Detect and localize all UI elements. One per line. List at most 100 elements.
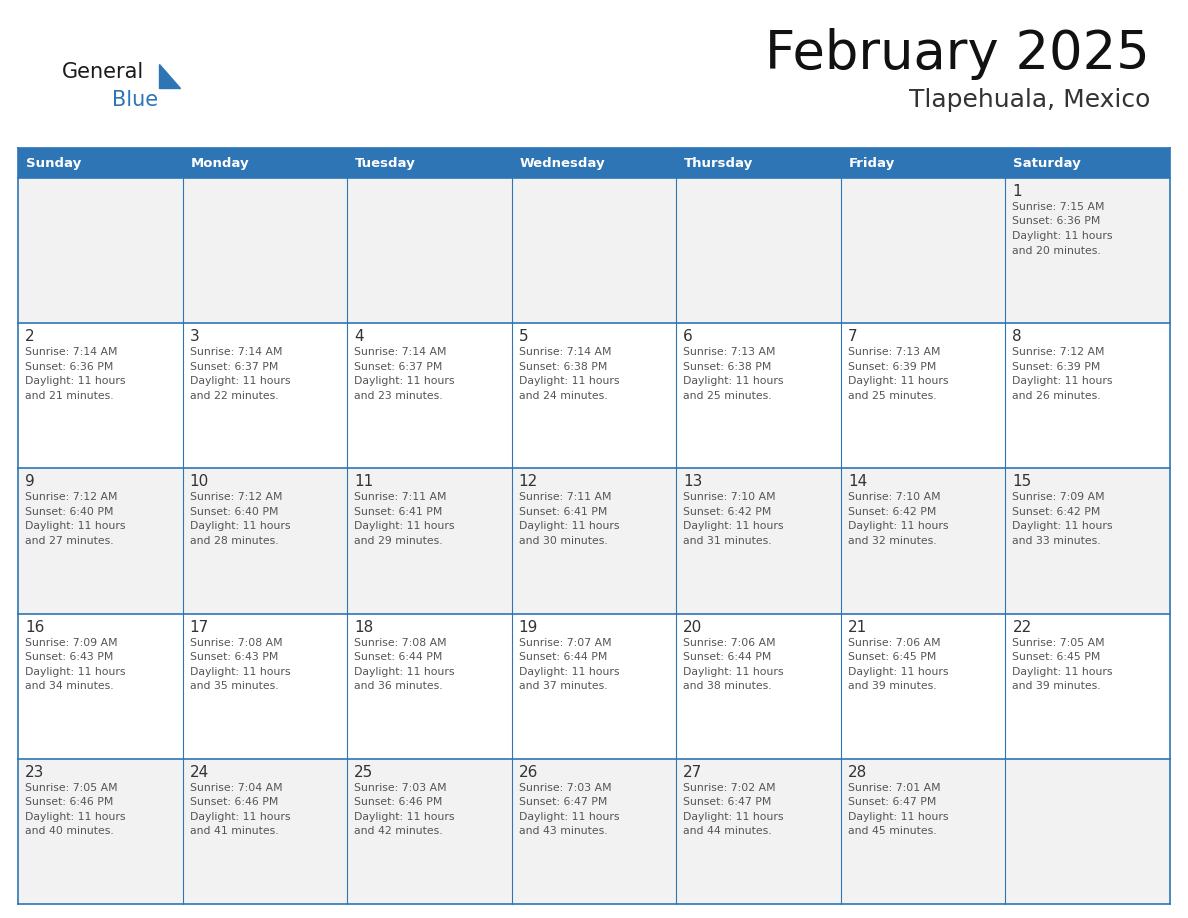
Text: Daylight: 11 hours: Daylight: 11 hours (519, 521, 619, 532)
Text: Sunset: 6:43 PM: Sunset: 6:43 PM (25, 652, 113, 662)
Text: Sunset: 6:44 PM: Sunset: 6:44 PM (683, 652, 772, 662)
Text: and 40 minutes.: and 40 minutes. (25, 826, 114, 836)
Text: and 33 minutes.: and 33 minutes. (1012, 536, 1101, 546)
Text: Sunset: 6:46 PM: Sunset: 6:46 PM (25, 798, 113, 807)
Text: 17: 17 (190, 620, 209, 634)
Text: Daylight: 11 hours: Daylight: 11 hours (190, 376, 290, 386)
Text: Sunset: 6:45 PM: Sunset: 6:45 PM (1012, 652, 1101, 662)
Text: Tlapehuala, Mexico: Tlapehuala, Mexico (909, 88, 1150, 112)
Text: 14: 14 (848, 475, 867, 489)
Text: and 45 minutes.: and 45 minutes. (848, 826, 936, 836)
Text: 15: 15 (1012, 475, 1031, 489)
Text: Daylight: 11 hours: Daylight: 11 hours (848, 812, 948, 822)
Text: 21: 21 (848, 620, 867, 634)
Text: 27: 27 (683, 765, 702, 779)
Text: and 31 minutes.: and 31 minutes. (683, 536, 772, 546)
Text: February 2025: February 2025 (765, 28, 1150, 80)
Text: and 37 minutes.: and 37 minutes. (519, 681, 607, 691)
Text: Sunset: 6:42 PM: Sunset: 6:42 PM (683, 507, 772, 517)
Text: and 23 minutes.: and 23 minutes. (354, 391, 443, 400)
Text: and 44 minutes.: and 44 minutes. (683, 826, 772, 836)
Text: and 27 minutes.: and 27 minutes. (25, 536, 114, 546)
Text: Monday: Monday (190, 156, 249, 170)
Text: Tuesday: Tuesday (355, 156, 416, 170)
Text: Daylight: 11 hours: Daylight: 11 hours (190, 666, 290, 677)
Bar (347, 148, 512, 178)
Text: Sunrise: 7:09 AM: Sunrise: 7:09 AM (1012, 492, 1105, 502)
Text: 8: 8 (1012, 330, 1022, 344)
Text: Sunrise: 7:11 AM: Sunrise: 7:11 AM (354, 492, 447, 502)
Text: 10: 10 (190, 475, 209, 489)
Text: Daylight: 11 hours: Daylight: 11 hours (1012, 666, 1113, 677)
Text: Sunrise: 7:14 AM: Sunrise: 7:14 AM (190, 347, 282, 357)
Text: Sunset: 6:47 PM: Sunset: 6:47 PM (683, 798, 772, 807)
Text: Daylight: 11 hours: Daylight: 11 hours (848, 521, 948, 532)
Text: 12: 12 (519, 475, 538, 489)
Text: Daylight: 11 hours: Daylight: 11 hours (683, 666, 784, 677)
Text: Sunrise: 7:14 AM: Sunrise: 7:14 AM (25, 347, 118, 357)
Text: Sunset: 6:40 PM: Sunset: 6:40 PM (190, 507, 278, 517)
Text: Daylight: 11 hours: Daylight: 11 hours (190, 812, 290, 822)
Text: Daylight: 11 hours: Daylight: 11 hours (354, 521, 455, 532)
Text: Sunset: 6:41 PM: Sunset: 6:41 PM (519, 507, 607, 517)
Text: Sunset: 6:47 PM: Sunset: 6:47 PM (519, 798, 607, 807)
Text: Sunrise: 7:13 AM: Sunrise: 7:13 AM (683, 347, 776, 357)
Text: Sunset: 6:37 PM: Sunset: 6:37 PM (354, 362, 442, 372)
Text: Daylight: 11 hours: Daylight: 11 hours (25, 666, 126, 677)
Text: Thursday: Thursday (684, 156, 753, 170)
Text: and 34 minutes.: and 34 minutes. (25, 681, 114, 691)
Text: Daylight: 11 hours: Daylight: 11 hours (683, 376, 784, 386)
Text: and 30 minutes.: and 30 minutes. (519, 536, 607, 546)
Text: and 42 minutes.: and 42 minutes. (354, 826, 443, 836)
Text: Sunset: 6:44 PM: Sunset: 6:44 PM (354, 652, 442, 662)
Text: Daylight: 11 hours: Daylight: 11 hours (848, 376, 948, 386)
Bar (18, 178, 1170, 323)
Bar (18, 613, 1170, 759)
Text: and 39 minutes.: and 39 minutes. (848, 681, 936, 691)
Text: Daylight: 11 hours: Daylight: 11 hours (519, 376, 619, 386)
Text: Sunset: 6:39 PM: Sunset: 6:39 PM (1012, 362, 1101, 372)
Text: 2: 2 (25, 330, 34, 344)
Text: 3: 3 (190, 330, 200, 344)
Text: 26: 26 (519, 765, 538, 779)
Text: Daylight: 11 hours: Daylight: 11 hours (190, 521, 290, 532)
Text: and 35 minutes.: and 35 minutes. (190, 681, 278, 691)
Bar (1005, 148, 1170, 178)
Polygon shape (159, 64, 181, 88)
Text: Sunrise: 7:14 AM: Sunrise: 7:14 AM (519, 347, 611, 357)
Text: 16: 16 (25, 620, 44, 634)
Text: Sunrise: 7:15 AM: Sunrise: 7:15 AM (1012, 202, 1105, 212)
Bar (676, 148, 841, 178)
Text: 6: 6 (683, 330, 693, 344)
Text: Sunrise: 7:05 AM: Sunrise: 7:05 AM (25, 783, 118, 793)
Text: 5: 5 (519, 330, 529, 344)
Text: Sunrise: 7:03 AM: Sunrise: 7:03 AM (354, 783, 447, 793)
Bar (18, 759, 1170, 904)
Text: Sunset: 6:39 PM: Sunset: 6:39 PM (848, 362, 936, 372)
Text: Daylight: 11 hours: Daylight: 11 hours (1012, 231, 1113, 241)
Text: and 38 minutes.: and 38 minutes. (683, 681, 772, 691)
Text: 4: 4 (354, 330, 364, 344)
Text: Daylight: 11 hours: Daylight: 11 hours (519, 812, 619, 822)
Text: Sunset: 6:44 PM: Sunset: 6:44 PM (519, 652, 607, 662)
Text: 28: 28 (848, 765, 867, 779)
Text: Sunrise: 7:10 AM: Sunrise: 7:10 AM (848, 492, 941, 502)
Text: Daylight: 11 hours: Daylight: 11 hours (25, 812, 126, 822)
Text: and 25 minutes.: and 25 minutes. (848, 391, 936, 400)
Text: Sunrise: 7:07 AM: Sunrise: 7:07 AM (519, 638, 612, 647)
Text: 1: 1 (1012, 184, 1022, 199)
Text: 19: 19 (519, 620, 538, 634)
Text: 20: 20 (683, 620, 702, 634)
Text: Sunrise: 7:05 AM: Sunrise: 7:05 AM (1012, 638, 1105, 647)
Text: Sunrise: 7:13 AM: Sunrise: 7:13 AM (848, 347, 941, 357)
Text: Daylight: 11 hours: Daylight: 11 hours (354, 812, 455, 822)
Text: and 28 minutes.: and 28 minutes. (190, 536, 278, 546)
Text: Sunset: 6:36 PM: Sunset: 6:36 PM (25, 362, 113, 372)
Text: Sunrise: 7:02 AM: Sunrise: 7:02 AM (683, 783, 776, 793)
Text: Sunrise: 7:09 AM: Sunrise: 7:09 AM (25, 638, 118, 647)
Text: Sunrise: 7:10 AM: Sunrise: 7:10 AM (683, 492, 776, 502)
Text: Sunrise: 7:08 AM: Sunrise: 7:08 AM (190, 638, 283, 647)
Text: Sunrise: 7:01 AM: Sunrise: 7:01 AM (848, 783, 941, 793)
Text: General: General (62, 62, 144, 82)
Text: and 25 minutes.: and 25 minutes. (683, 391, 772, 400)
